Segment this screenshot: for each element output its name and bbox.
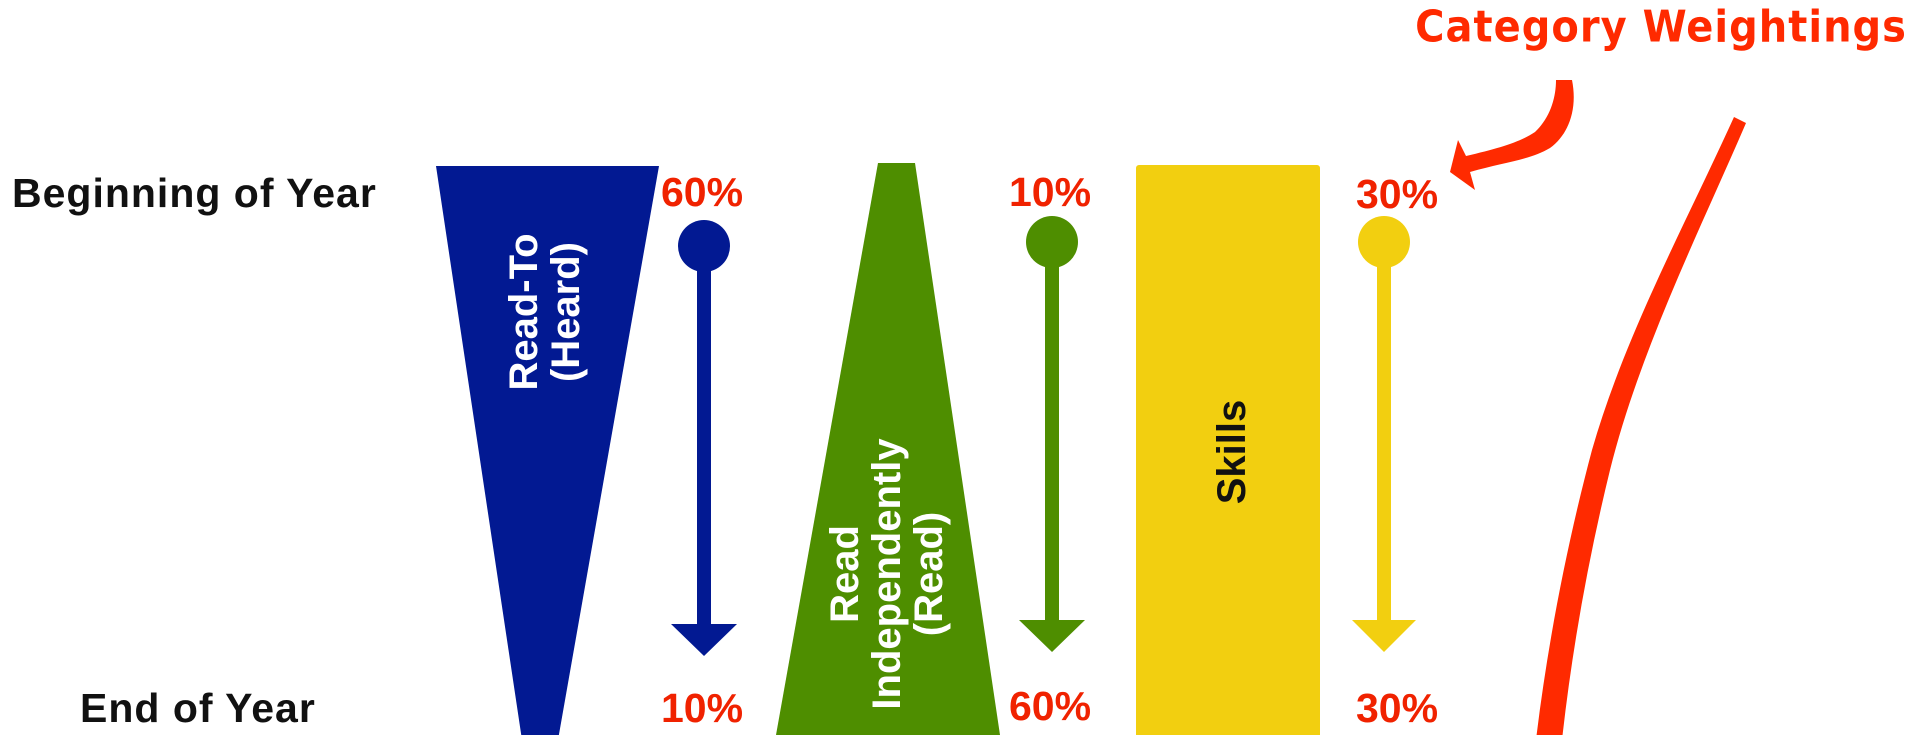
skills-begin-percent: 30% bbox=[1355, 171, 1439, 217]
read-to-begin-percent: 60% bbox=[660, 169, 744, 215]
read-independently-begin-percent: 10% bbox=[1008, 169, 1092, 215]
read-to-end-percent: 10% bbox=[660, 685, 744, 731]
end-of-year-label: End of Year bbox=[80, 685, 316, 731]
read-independently-funnel bbox=[776, 163, 1000, 735]
read-to-arrow bbox=[671, 220, 737, 656]
read-independently-label: Read Independently (Read) bbox=[823, 438, 951, 710]
beginning-of-year-label: Beginning of Year bbox=[12, 170, 377, 216]
skills-label: Skills bbox=[1210, 399, 1254, 505]
skills-end-percent: 30% bbox=[1355, 685, 1439, 731]
callout-arrow-icon bbox=[1450, 80, 1574, 190]
skills-arrow bbox=[1352, 216, 1416, 652]
skills-bar bbox=[1136, 165, 1320, 735]
read-to-label: Read-To (Heard) bbox=[502, 233, 588, 391]
category-weightings-callout: Category Weightings bbox=[1415, 2, 1907, 53]
read-to-funnel bbox=[436, 166, 659, 735]
read-independently-end-percent: 60% bbox=[1008, 683, 1092, 729]
trend-curve-icon bbox=[1536, 117, 1746, 735]
read-independently-arrow bbox=[1019, 216, 1085, 652]
